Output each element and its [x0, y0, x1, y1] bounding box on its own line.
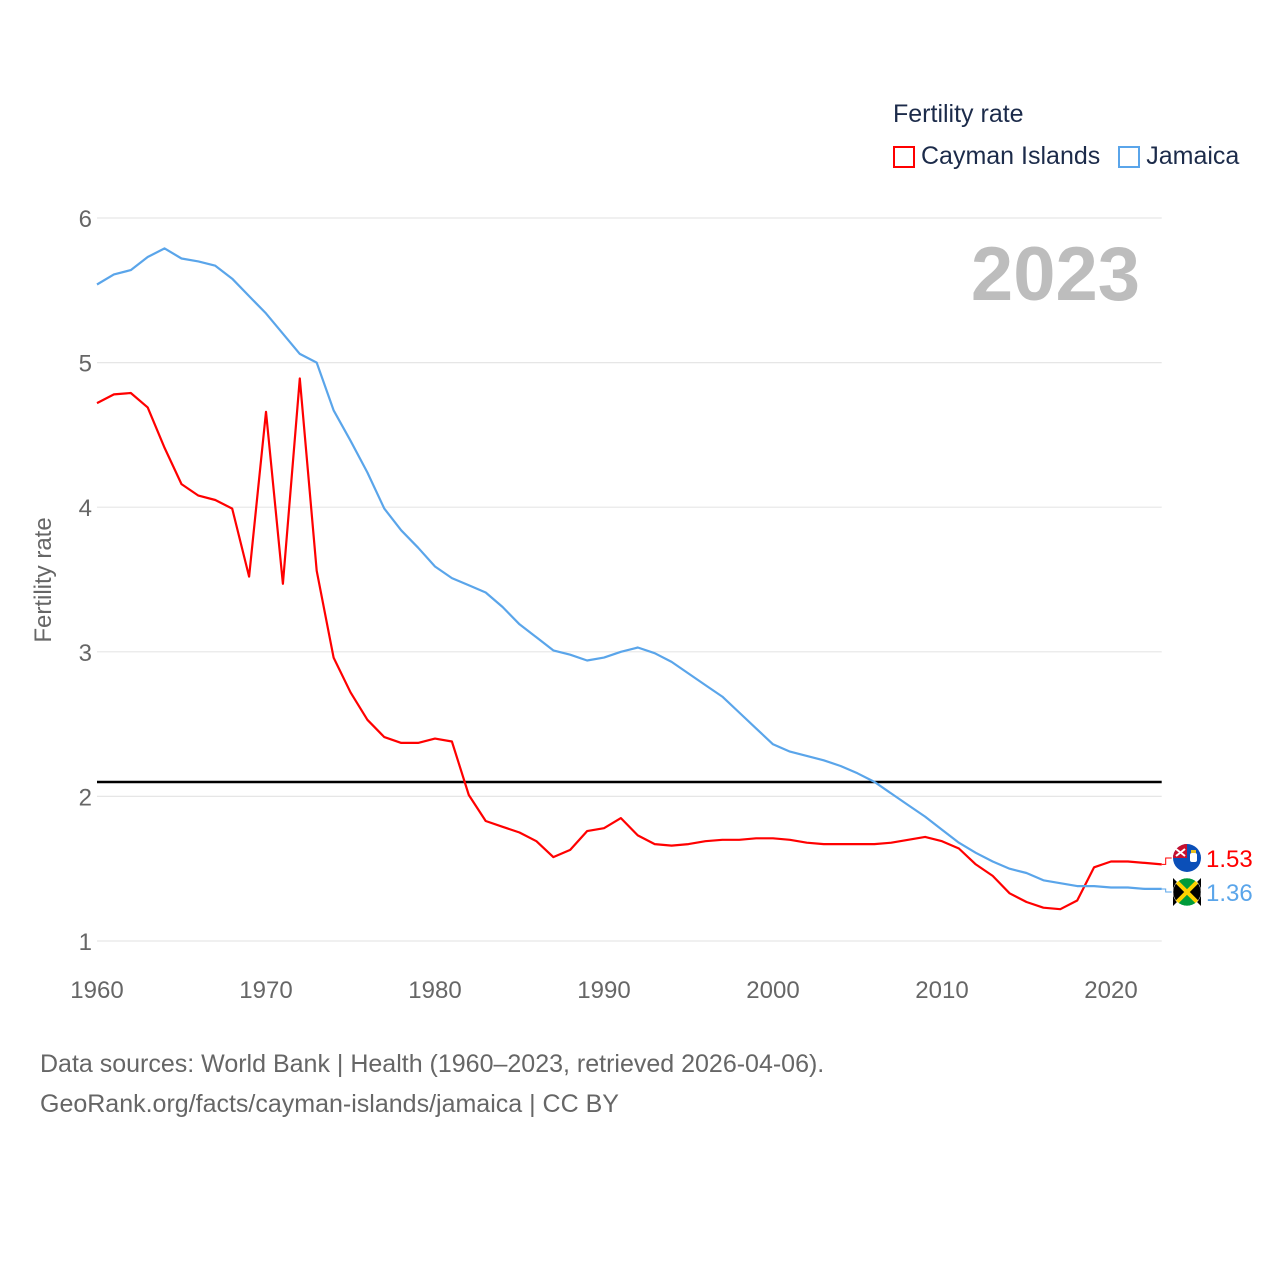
jamaica-flag-icon [1172, 877, 1202, 907]
source-line: Data sources: World Bank | Health (1960–… [40, 1050, 825, 1078]
x-tick-label: 1960 [70, 977, 123, 1004]
y-tick-label: 3 [79, 640, 92, 667]
series-line-cayman-islands [96, 377, 1162, 911]
cayman-islands-flag-icon [1173, 844, 1201, 872]
x-tick-label: 2010 [915, 977, 968, 1004]
x-tick-label: 1970 [239, 977, 292, 1004]
y-axis-label: Fertility rate [30, 517, 57, 642]
series-line-jamaica [96, 247, 1162, 891]
y-tick-label: 4 [79, 495, 92, 522]
source-note: Data sources: World Bank | Health (1960–… [40, 1044, 824, 1124]
end-connector [1161, 888, 1172, 893]
legend-label: Cayman Islands [921, 142, 1101, 170]
x-tick-label: 1980 [408, 977, 461, 1004]
legend-title: Fertility rate [893, 100, 1024, 128]
year-label: 2023 [971, 232, 1140, 317]
y-tick-label: 6 [79, 206, 92, 233]
legend: Cayman Islands Jamaica [893, 142, 1239, 171]
legend-swatch [1118, 145, 1141, 168]
y-tick-label: 2 [79, 784, 92, 811]
legend-item-jamaica[interactable]: Jamaica [1118, 142, 1239, 171]
x-tick-label: 1990 [577, 977, 630, 1004]
x-tick-label: 2000 [746, 977, 799, 1004]
y-tick-label: 5 [79, 351, 92, 378]
y-tick-label: 1 [79, 929, 92, 956]
source-link[interactable]: GeoRank.org/facts/cayman-islands/jamaica… [40, 1090, 619, 1118]
x-tick-label: 2020 [1084, 977, 1137, 1004]
end-connector [1161, 857, 1172, 865]
end-value-label: 1.36 [1206, 880, 1253, 907]
legend-label: Jamaica [1146, 142, 1240, 170]
legend-swatch [893, 145, 915, 168]
end-value-label: 1.53 [1206, 846, 1253, 873]
legend-item-cayman-islands[interactable]: Cayman Islands [893, 142, 1100, 171]
